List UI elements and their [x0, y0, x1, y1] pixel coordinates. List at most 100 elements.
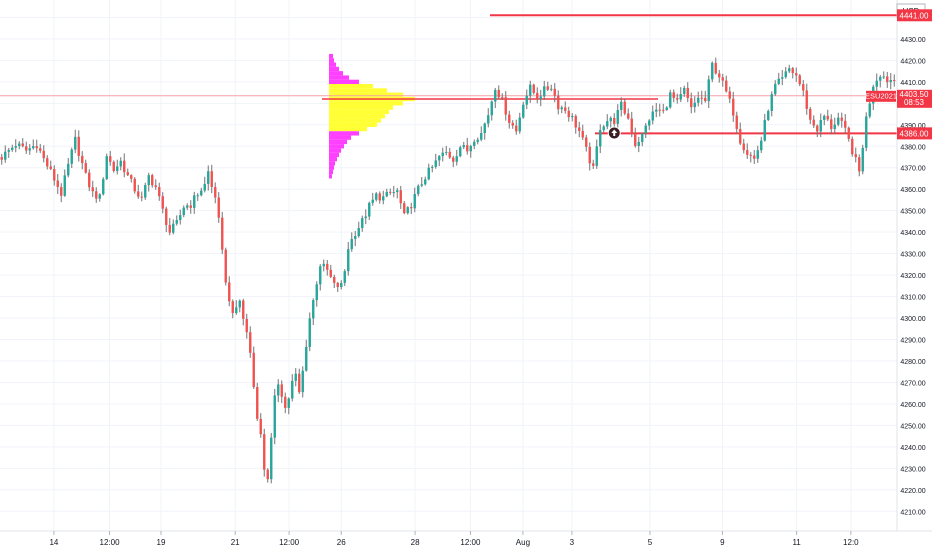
candle-body — [550, 89, 552, 90]
candle-body — [351, 239, 353, 249]
candle-body — [459, 147, 461, 156]
candle-body — [638, 142, 640, 146]
candle-body — [347, 249, 349, 271]
candle-body — [218, 198, 220, 218]
candle-body — [15, 146, 17, 148]
candle-body — [452, 158, 454, 162]
candle-body — [193, 195, 195, 208]
candle-body — [575, 116, 577, 127]
candle-body — [130, 175, 132, 179]
candle-body — [22, 143, 24, 146]
time-tick-label: 5 — [648, 538, 653, 547]
candle-body — [701, 98, 703, 99]
candle-body — [71, 150, 73, 164]
candle-body — [764, 120, 766, 141]
time-tick-label: 3 — [570, 538, 575, 547]
candlestick-series — [1, 58, 932, 484]
volume-profile-row — [329, 174, 332, 178]
candle-body — [200, 191, 202, 196]
candle-body — [484, 124, 486, 133]
candle-body — [557, 96, 559, 110]
volume-profile — [329, 54, 415, 179]
candle-body — [473, 142, 475, 146]
time-tick-label: 12:0 — [843, 538, 859, 547]
volume-profile-row — [329, 105, 393, 109]
candle-body — [515, 126, 517, 132]
candle-body — [333, 277, 335, 283]
candle-body — [809, 109, 811, 120]
candle-body — [428, 168, 430, 180]
candle-body — [354, 236, 356, 239]
candle-body — [165, 209, 167, 225]
candle-body — [666, 107, 668, 110]
candle-body — [883, 76, 885, 77]
candle-body — [680, 94, 682, 100]
price-tick-label: 4240.00 — [900, 445, 925, 452]
candle-body — [589, 147, 591, 163]
candle-body — [151, 175, 153, 185]
volume-profile-row — [329, 118, 381, 122]
candle-body — [435, 160, 437, 167]
candle-body — [760, 141, 762, 151]
candle-body — [60, 187, 62, 196]
candle-body — [78, 137, 80, 156]
candle-body — [739, 129, 741, 143]
price-tick-label: 4280.00 — [900, 359, 925, 366]
candle-body — [886, 76, 888, 82]
volume-profile-row — [329, 63, 336, 67]
candle-body — [340, 283, 342, 287]
candle-body — [368, 203, 370, 217]
candle-body — [648, 121, 650, 126]
candle-body — [862, 148, 864, 172]
candle-body — [123, 161, 125, 172]
candle-body — [599, 130, 601, 146]
candle-body — [36, 146, 38, 148]
volume-profile-row — [329, 127, 367, 131]
price-tick-label: 4360.00 — [900, 187, 925, 194]
drawn-lines — [0, 15, 897, 133]
candle-body — [795, 73, 797, 75]
candle-body — [183, 208, 185, 215]
candle-body — [540, 96, 542, 99]
candle-body — [372, 200, 374, 203]
candle-body — [288, 399, 290, 408]
candle-body — [802, 84, 804, 90]
candle-body — [830, 119, 832, 129]
volume-profile-row — [329, 148, 341, 152]
candle-body — [879, 77, 881, 81]
candle-body — [470, 146, 472, 151]
candle-body — [302, 371, 304, 392]
candle-body — [127, 172, 129, 175]
candle-body — [253, 353, 255, 387]
candle-body — [624, 102, 626, 114]
candle-body — [43, 151, 45, 158]
time-tick-label: 12:00 — [279, 538, 300, 547]
candle-body — [554, 89, 556, 96]
candle-body — [158, 187, 160, 196]
candle-body — [204, 184, 206, 191]
candle-body — [50, 166, 52, 169]
candle-body — [743, 144, 745, 151]
candle-body — [438, 156, 440, 160]
candle-body — [725, 81, 727, 92]
candle-body — [281, 384, 283, 396]
candle-body — [522, 105, 524, 118]
candle-body — [816, 126, 818, 132]
candle-body — [396, 190, 398, 192]
price-tick-label: 4410.00 — [900, 80, 925, 87]
candle-body — [491, 101, 493, 115]
candle-body — [564, 107, 566, 110]
candle-body — [652, 112, 654, 121]
candle-body — [337, 283, 339, 287]
time-tick-label: 19 — [157, 538, 166, 547]
candle-body — [771, 94, 773, 111]
candle-body — [389, 192, 391, 193]
candle-body — [547, 86, 549, 89]
volume-profile-row — [329, 140, 347, 144]
candle-body — [11, 148, 13, 150]
candle-body — [393, 192, 395, 193]
candle-body — [799, 75, 801, 84]
candle-body — [736, 116, 738, 129]
